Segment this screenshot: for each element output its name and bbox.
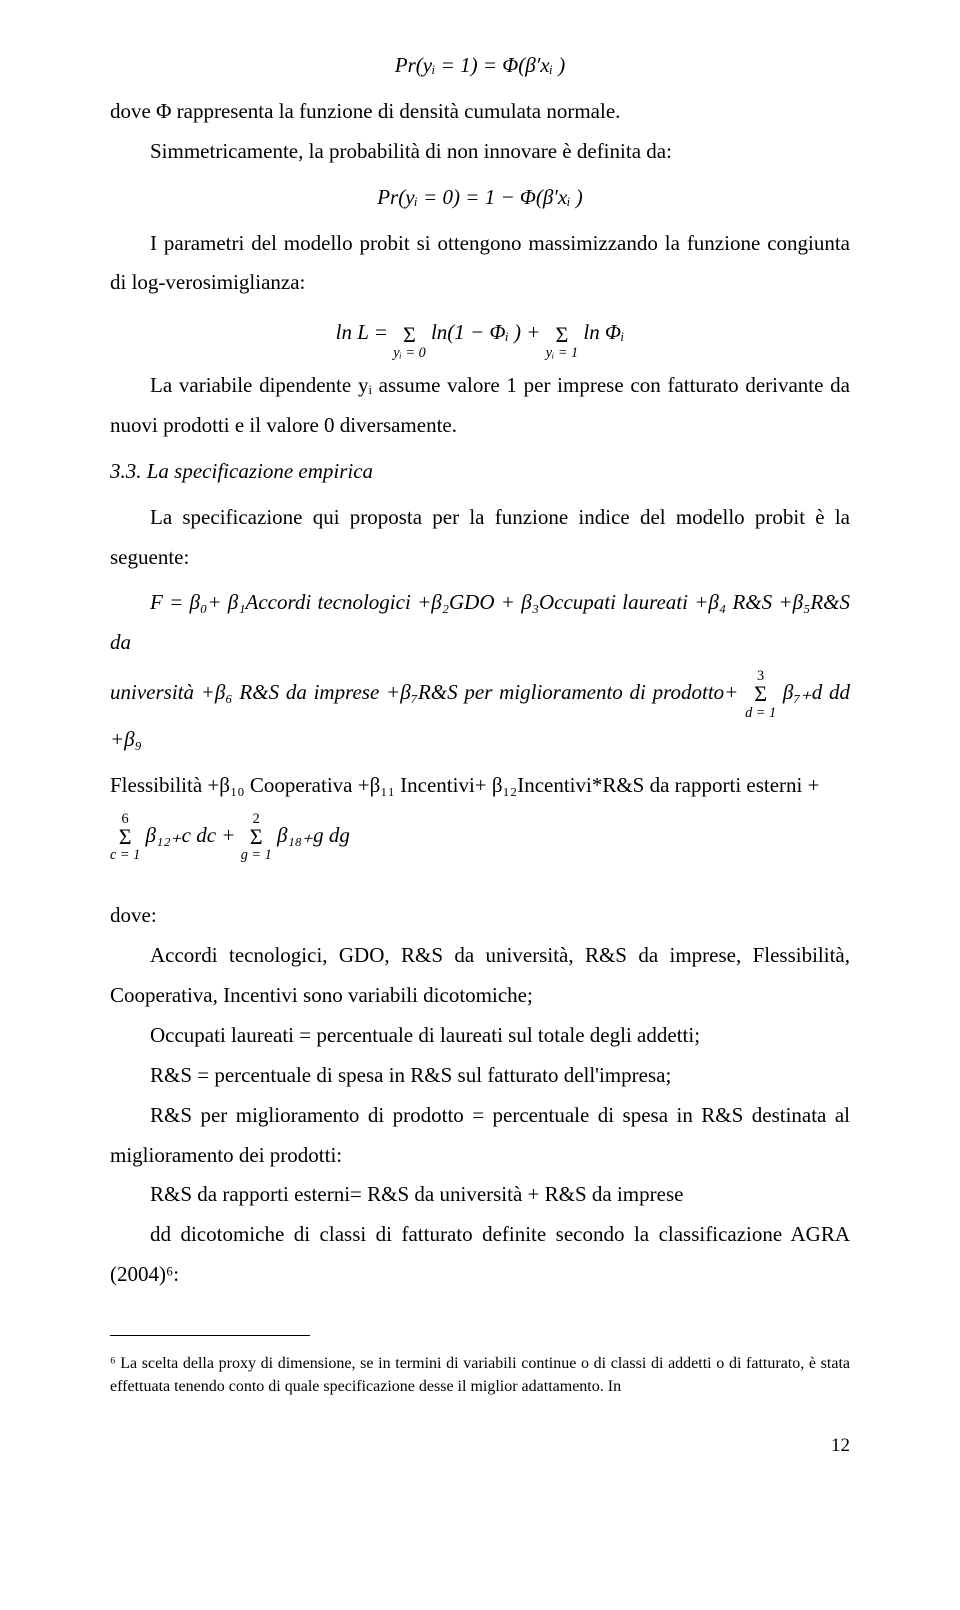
paragraph-4: La variabile dipendente yᵢ assume valore… (110, 366, 850, 446)
spec-line-3: Flessibilità +β₁₀ Cooperativa +β₁₁ Incen… (110, 766, 850, 806)
paragraph-1: dove Φ rappresenta la funzione di densit… (110, 92, 850, 132)
spec-sum-c: 6 Σ c = 1 (110, 812, 140, 863)
spec-sum-d: 3 Σ d = 1 (745, 669, 776, 720)
spec-sum-c-bot: c = 1 (110, 848, 140, 862)
paragraph-2: Simmetricamente, la probabilità di non i… (110, 132, 850, 172)
spec2a-text: università +β₆ R&S da imprese +β₇R&S per… (110, 680, 745, 704)
page-content: Pr(yᵢ = 1) = Φ(β′xᵢ ) dove Φ rappresenta… (0, 0, 960, 1505)
eq3-left: ln L = (336, 320, 394, 344)
equation-1: Pr(yᵢ = 1) = Φ(β′xᵢ ) (110, 46, 850, 86)
equation-2: Pr(yᵢ = 0) = 1 − Φ(β′xᵢ ) (110, 178, 850, 218)
section-heading: 3.3. La specificazione empirica (110, 452, 850, 492)
eq3-sum2: Σ yᵢ = 1 (546, 309, 578, 360)
def-5: R&S da rapporti esterni= R&S da universi… (110, 1175, 850, 1215)
footnote-6: ⁶ La scelta della proxy di dimensione, s… (110, 1352, 850, 1398)
def-2: Occupati laureati = percentuale di laure… (110, 1016, 850, 1056)
footnote-separator (110, 1335, 310, 1336)
def-3: R&S = percentuale di spesa in R&S sul fa… (110, 1056, 850, 1096)
paragraph-3: I parametri del modello probit si otteng… (110, 224, 850, 304)
eq3-mid2: ln Φᵢ (583, 320, 624, 344)
spec-sum-g: 2 Σ g = 1 (241, 812, 272, 863)
spec-line-2: università +β₆ R&S da imprese +β₇R&S per… (110, 669, 850, 760)
eq3-sum1-sub: yᵢ = 0 (393, 346, 425, 360)
eq1-text: Pr(yᵢ = 1) = Φ(β′xᵢ ) (395, 53, 565, 77)
eq3-wrapper: ln L = Σ yᵢ = 0 ln(1 − Φᵢ ) + Σ yᵢ = 1 l… (336, 320, 625, 344)
def-6: dd dicotomiche di classi di fatturato de… (110, 1215, 850, 1295)
equation-3: ln L = Σ yᵢ = 0 ln(1 − Φᵢ ) + Σ yᵢ = 1 l… (110, 309, 850, 360)
spec-line-1: F = β₀+ β₁Accordi tecnologici +β₂GDO + β… (110, 583, 850, 663)
paragraph-5: La specificazione qui proposta per la fu… (110, 498, 850, 578)
def-1: Accordi tecnologici, GDO, R&S da univers… (110, 936, 850, 1016)
spec1-text: F = β₀+ β₁Accordi tecnologici +β₂GDO + β… (110, 590, 850, 654)
spec4b-text: β₁₈₊g dg (277, 823, 350, 847)
spec-sum-g-bot: g = 1 (241, 848, 272, 862)
eq3-sum1: Σ yᵢ = 0 (393, 309, 425, 360)
dove-label: dove: (110, 896, 850, 936)
def-4: R&S per miglioramento di prodotto = perc… (110, 1096, 850, 1176)
spec4a-text: β₁₂₊c dc + (145, 823, 240, 847)
eq3-mid1: ln(1 − Φᵢ ) + (431, 320, 546, 344)
eq3-sum2-sub: yᵢ = 1 (546, 346, 578, 360)
spec-sum-d-bot: d = 1 (745, 706, 776, 720)
page-number: 12 (110, 1428, 850, 1464)
spacer (110, 868, 850, 896)
spec-line-4: 6 Σ c = 1 β₁₂₊c dc + 2 Σ g = 1 β₁₈₊g dg (110, 812, 850, 863)
eq2-text: Pr(yᵢ = 0) = 1 − Φ(β′xᵢ ) (377, 185, 583, 209)
